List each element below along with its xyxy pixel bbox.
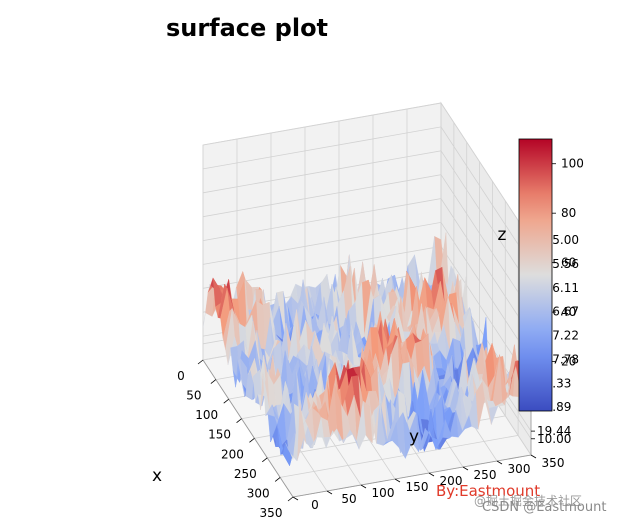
x-tick-label: 100 [195, 408, 218, 422]
site-watermark: CSDN @Eastmount [482, 500, 607, 515]
colorbar-tick-label: 20 [561, 355, 576, 369]
surface-facet [290, 399, 300, 462]
y-tick-mark [394, 478, 401, 483]
colorbar-tick-label: 80 [561, 206, 576, 220]
y-axis-label: y [409, 427, 419, 447]
x-tick-label: 0 [177, 369, 185, 383]
y-tick-label: 250 [474, 468, 497, 482]
y-axis-line [292, 454, 532, 498]
x-tick-label: 300 [247, 486, 270, 500]
z-tick-label: 19.44 [537, 424, 571, 438]
x-tick-label: 350 [260, 506, 283, 520]
y-tick-label: 150 [406, 480, 429, 494]
x-tick-mark [274, 477, 281, 482]
author-watermark: By:Eastmount [436, 482, 541, 500]
y-tick-label: 200 [440, 474, 463, 488]
y-tick-mark [496, 460, 503, 465]
y-tick-mark [292, 496, 299, 501]
x-tick-label: 250 [234, 467, 257, 481]
colorbar: 20 40 60 80 100 [518, 138, 584, 412]
y-tick-label: 300 [508, 462, 531, 476]
y-tick-mark [462, 466, 469, 471]
grid-line-z [202, 174, 532, 312]
x-tick-mark [210, 379, 217, 384]
grid-line-z [202, 150, 532, 289]
y-tick-label: 0 [311, 498, 319, 512]
y-tick-label: 50 [341, 492, 356, 506]
x-tick-mark [249, 437, 255, 443]
grid-line-z [202, 126, 532, 265]
x-tick-mark [287, 496, 294, 502]
chart-title: surface plot [165, 14, 329, 42]
z-tick-label: 10.00 [537, 432, 571, 446]
site-watermark-cn: @掘土掘金技术社区 [474, 494, 583, 508]
grid-line-z [202, 198, 532, 336]
x-tick-label: 50 [186, 389, 201, 403]
y-tick-mark [326, 490, 333, 495]
surface-mesh [202, 232, 532, 467]
grid-line-z [202, 102, 532, 241]
colorbar-tick-label: 60 [561, 256, 576, 270]
y-tick-mark [530, 454, 537, 459]
x-axis-label: x [152, 466, 162, 486]
colorbar-tick-label: 40 [561, 305, 576, 319]
grid-line-z [202, 221, 532, 360]
y-tick-mark [360, 484, 367, 489]
x-tick-mark [236, 418, 242, 424]
x-tick-label: 150 [208, 428, 231, 442]
x-tick-mark [197, 359, 204, 365]
z-axis-label: z [498, 225, 507, 245]
x-axis-line [202, 359, 294, 498]
y-tick-label: 100 [372, 486, 395, 500]
x-tick-label: 200 [221, 447, 244, 461]
y-tick-mark [428, 472, 435, 477]
x-tick-mark [223, 398, 229, 404]
colorbar-tick-label: 100 [561, 157, 584, 171]
colorbar-gradient [518, 138, 553, 412]
y-tick-label: 350 [542, 456, 565, 470]
x-tick-mark [262, 457, 268, 463]
